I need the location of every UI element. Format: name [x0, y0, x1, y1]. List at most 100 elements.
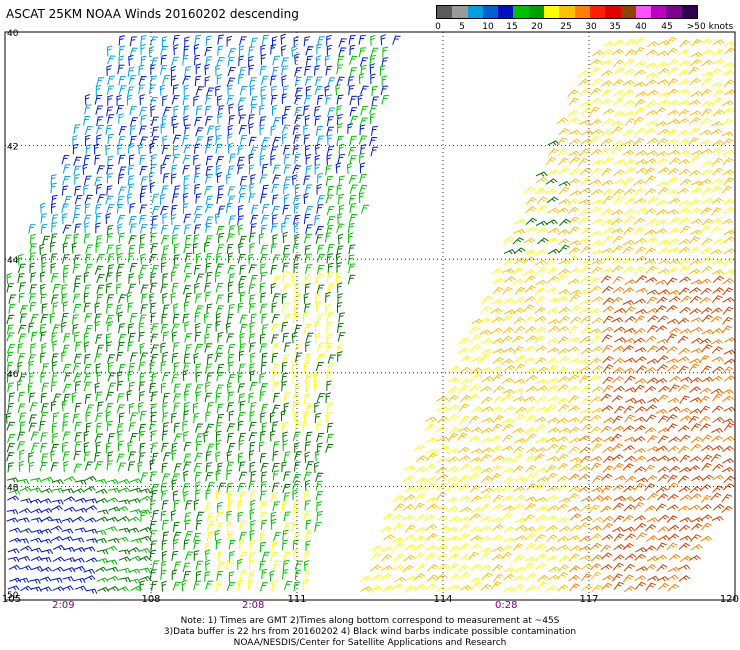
wind-barb	[314, 85, 323, 96]
wind-barb	[602, 108, 615, 115]
wind-barb	[690, 58, 702, 67]
wind-barb	[182, 75, 191, 85]
wind-barb	[501, 315, 513, 323]
wind-barb	[701, 77, 713, 86]
wind-barb	[105, 272, 113, 283]
wind-barb	[194, 34, 202, 45]
wind-barb	[204, 203, 214, 214]
wind-barb	[139, 264, 148, 274]
wind-barb	[130, 117, 138, 127]
wind-barb	[523, 315, 535, 323]
wind-barb	[17, 431, 26, 441]
wind-barb	[591, 494, 604, 502]
wind-barb	[237, 145, 245, 156]
wind-barb	[645, 79, 657, 87]
wind-barb	[260, 53, 267, 65]
wind-barb	[291, 45, 297, 57]
wind-barb	[578, 473, 591, 481]
wind-barb	[326, 154, 332, 166]
wind-barb	[525, 464, 537, 473]
wind-barb	[74, 527, 87, 533]
wind-barb	[339, 204, 345, 216]
wind-barb	[83, 364, 92, 374]
wind-barb	[325, 94, 333, 105]
wind-barb	[524, 275, 536, 283]
wind-barb	[61, 585, 74, 591]
wind-barb	[480, 306, 492, 315]
wind-barb	[622, 110, 635, 117]
wind-barb	[84, 125, 93, 136]
wind-barb	[513, 317, 525, 325]
wind-barb	[380, 85, 389, 96]
wind-barb	[622, 246, 634, 254]
wind-barb	[226, 173, 232, 185]
wind-barb	[150, 163, 157, 175]
wind-barb	[413, 543, 425, 552]
wind-barb	[106, 185, 113, 196]
wind-barb	[559, 218, 571, 226]
wind-barb	[314, 154, 321, 166]
wind-barb	[117, 462, 126, 472]
wind-barb	[525, 532, 537, 541]
wind-barb	[678, 486, 691, 493]
wind-barb	[150, 540, 158, 551]
wind-barb	[195, 433, 204, 443]
wind-barb	[150, 224, 158, 234]
wind-barb	[723, 406, 736, 412]
wind-barb	[370, 146, 379, 157]
wind-barb	[184, 333, 193, 343]
wind-barb	[171, 115, 178, 127]
wind-barb	[205, 381, 211, 393]
wind-barb	[646, 377, 659, 384]
wind-barb	[108, 487, 120, 494]
wind-barb	[711, 515, 724, 522]
wind-barb	[492, 373, 503, 382]
wind-barb	[622, 514, 634, 523]
wind-barb	[491, 534, 503, 541]
wind-barb	[711, 207, 722, 216]
wind-barb	[39, 420, 46, 432]
legend-swatch	[651, 6, 667, 18]
wind-barb	[701, 160, 714, 167]
wind-barb	[61, 213, 68, 225]
wind-barb	[678, 99, 691, 106]
wind-barb	[667, 397, 680, 403]
wind-barb	[28, 293, 37, 303]
wind-barb	[118, 549, 131, 555]
wind-barb	[173, 185, 181, 196]
wind-barb	[348, 147, 356, 157]
wind-barb	[30, 517, 43, 523]
wind-barb	[283, 580, 293, 591]
wind-barb	[700, 522, 712, 531]
wind-barb	[546, 307, 559, 314]
wind-barb	[29, 262, 36, 274]
wind-barb	[270, 75, 277, 86]
wind-barb	[501, 377, 514, 384]
wind-barb	[635, 365, 647, 373]
wind-barb	[327, 185, 335, 196]
wind-barb	[294, 95, 303, 105]
wind-barb	[325, 65, 333, 76]
wind-barb	[106, 45, 113, 57]
wind-barb	[347, 123, 354, 134]
wind-barb	[280, 33, 286, 45]
wind-barb	[393, 553, 405, 562]
wind-barb	[589, 414, 602, 421]
wind-barb	[623, 405, 635, 414]
wind-barb	[590, 128, 603, 135]
wind-barb	[678, 246, 691, 254]
wind-barb	[238, 275, 247, 286]
wind-barb	[107, 155, 114, 167]
wind-barb	[84, 517, 97, 523]
wind-barb	[535, 467, 548, 474]
wind-barb	[567, 109, 579, 117]
wind-barb	[325, 443, 334, 453]
wind-barb	[435, 466, 448, 474]
wind-barb	[204, 241, 210, 253]
wind-barb	[677, 445, 689, 454]
wind-barb	[249, 559, 255, 571]
wind-barb	[534, 287, 546, 296]
wind-barb	[556, 274, 568, 283]
wind-barb	[568, 336, 581, 343]
